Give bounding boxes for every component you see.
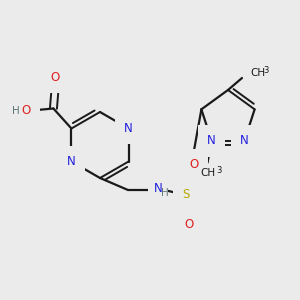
Text: S: S: [182, 188, 190, 202]
Text: O: O: [184, 218, 194, 232]
Text: H: H: [11, 106, 19, 116]
Text: H: H: [161, 188, 169, 198]
Text: CH: CH: [250, 68, 265, 78]
Text: O: O: [51, 71, 60, 84]
Text: O: O: [22, 104, 31, 117]
Text: N: N: [124, 122, 133, 135]
Text: 3: 3: [217, 166, 222, 175]
Text: H: H: [11, 106, 19, 116]
Text: N: N: [154, 182, 162, 194]
Text: H: H: [23, 106, 31, 116]
Text: N: N: [240, 134, 249, 147]
Text: 3: 3: [263, 66, 268, 75]
Text: O: O: [189, 158, 199, 172]
Text: CH: CH: [200, 168, 215, 178]
Text: N: N: [67, 155, 76, 168]
Text: N: N: [207, 134, 216, 147]
